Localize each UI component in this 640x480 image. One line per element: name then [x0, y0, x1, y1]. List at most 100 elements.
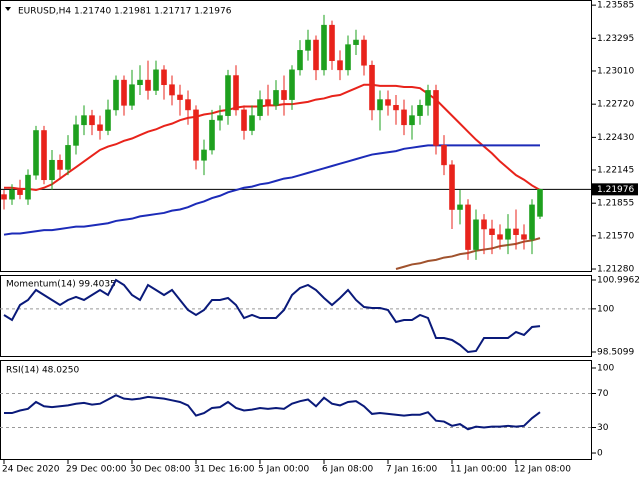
candle-body [217, 115, 223, 121]
candle-body [329, 24, 335, 61]
candle-body [537, 189, 543, 217]
y-tick-label: 1.21855 [597, 199, 634, 209]
candle-body [201, 149, 207, 161]
candle-body [273, 90, 279, 106]
y-tick-label: 1.22430 [597, 133, 634, 143]
candle-body [489, 228, 495, 235]
candle-body [289, 69, 295, 100]
candle-body [185, 99, 191, 111]
candle-body [105, 109, 111, 131]
panel-frame [0, 275, 592, 357]
y-tick-label: 1.23585 [597, 1, 634, 11]
candle-body [153, 69, 159, 91]
panel-title: Momentum(14) 99.4035 [6, 280, 116, 290]
candle-body [457, 204, 463, 210]
candle-body [89, 115, 95, 126]
candle-body [345, 44, 351, 71]
y-tick-label: 100.9962 [597, 276, 640, 286]
candle-body [297, 50, 303, 71]
candle-body [417, 105, 423, 116]
panel-title: RSI(14) 48.0250 [6, 366, 79, 376]
candle-body [97, 124, 103, 131]
candle-body [1, 194, 7, 200]
candle-body [73, 124, 79, 146]
y-tick-label: 1.22145 [597, 166, 634, 176]
candle-body [233, 75, 239, 111]
candle-body [241, 109, 247, 131]
candle-body [33, 130, 39, 176]
candle-body [449, 164, 455, 210]
y-tick-label: 1.21570 [597, 231, 634, 241]
price-label-box [592, 183, 638, 196]
candle-body [9, 189, 15, 200]
candle-body [137, 79, 143, 86]
candle-body [225, 75, 231, 116]
candle-body [321, 24, 327, 71]
candle-body [65, 145, 71, 170]
candle-body [281, 90, 287, 100]
candle-body [177, 94, 183, 100]
moving-average [3, 144, 540, 236]
candle-body [337, 60, 343, 71]
candle-body [361, 39, 367, 66]
x-tick-label: 6 Jan 08:00 [322, 465, 374, 475]
candle-body [505, 228, 511, 240]
y-tick-label: 100 [597, 363, 614, 373]
candle-body [481, 219, 487, 230]
candle-body [81, 115, 87, 126]
candle-body [313, 39, 319, 71]
indicator-line [4, 394, 541, 431]
y-tick-label: 1.23010 [597, 66, 634, 76]
candle-body [145, 79, 151, 91]
moving-average [4, 83, 541, 192]
candle-body [121, 79, 127, 106]
candle-body [385, 99, 391, 106]
candle-body [49, 159, 55, 181]
y-tick-label: 30 [597, 423, 609, 433]
x-tick-label: 29 Dec 00:00 [66, 465, 127, 475]
panel-title: EURUSD,H4 1.21740 1.21981 1.21717 1.2197… [18, 7, 232, 17]
candle-body [305, 39, 311, 51]
x-tick-label: 11 Jan 00:00 [450, 465, 507, 475]
candle-body [401, 109, 407, 126]
candle-body [353, 39, 359, 45]
candle-body [57, 159, 63, 170]
candle-body [433, 90, 439, 146]
y-tick-label: 0 [597, 449, 603, 459]
candle-body [377, 99, 383, 111]
candle-body [113, 79, 119, 111]
y-tick-label: 1.21280 [597, 265, 634, 275]
candle-body [497, 234, 503, 240]
candle-body [425, 90, 431, 106]
candle-body [265, 99, 271, 106]
candle-body [193, 109, 199, 161]
y-tick-label: 1.23295 [597, 34, 634, 44]
candle-body [169, 84, 175, 96]
x-tick-label: 24 Dec 2020 [2, 465, 60, 475]
x-tick-label: 12 Jan 08:00 [514, 465, 571, 475]
x-tick-label: 30 Dec 08:00 [130, 465, 191, 475]
candle-body [529, 204, 535, 240]
candle-body [513, 228, 519, 235]
candle-body [17, 189, 23, 195]
y-tick-label: 100 [597, 304, 614, 314]
candle-body [473, 219, 479, 250]
candle-body [41, 130, 47, 181]
candle-body [161, 69, 167, 86]
menu-arrow [5, 7, 11, 11]
candle-body [369, 64, 375, 111]
candle-body [521, 234, 527, 240]
price-label: 1.21976 [597, 185, 634, 195]
x-tick-label: 31 Dec 16:00 [194, 465, 255, 475]
candle-body [393, 105, 399, 111]
candle-body [209, 119, 215, 151]
candle-body [441, 145, 447, 166]
panel-frame [0, 360, 592, 460]
indicator-line [3, 278, 541, 354]
candle-body [249, 115, 255, 131]
y-tick-label: 1.22720 [597, 100, 634, 110]
x-tick-label: 5 Jan 00:00 [258, 465, 310, 475]
y-tick-label: 98.5099 [597, 347, 634, 357]
panel-frame [0, 0, 592, 272]
